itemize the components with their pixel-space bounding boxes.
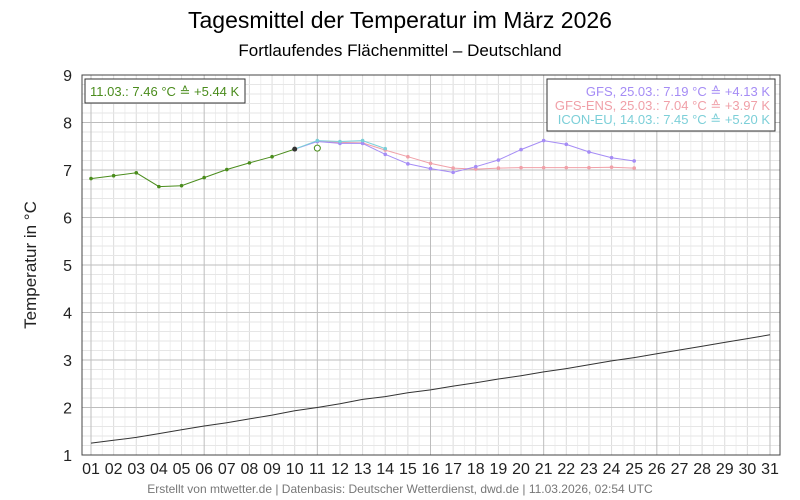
- x-tick-label: 05: [173, 461, 191, 478]
- x-tick-label: 09: [263, 461, 281, 478]
- x-tick-label: 18: [467, 461, 485, 478]
- data-point-observed: [247, 161, 252, 165]
- data-point-gfs: [632, 159, 636, 163]
- legend: GFS, 25.03.: 7.19 °C ≙ +4.13 K GFS-ENS, …: [546, 78, 776, 132]
- x-tick-label: 08: [241, 461, 259, 478]
- x-tick-label: 02: [105, 461, 123, 478]
- y-tick-label: 2: [63, 401, 72, 418]
- x-tick-label: 17: [444, 461, 462, 478]
- series-line-observed: [90, 148, 295, 188]
- data-point-gfs-ens: [609, 165, 614, 169]
- x-tick-label: 30: [738, 461, 756, 478]
- x-tick-label: 27: [671, 461, 689, 478]
- data-point-observed: [202, 175, 206, 180]
- data-point-icon-eu: [383, 146, 388, 151]
- data-point-gfs: [587, 150, 591, 154]
- series-layer: [89, 138, 771, 444]
- plot-frame: [81, 74, 781, 456]
- annotation-text: 11.03.: 7.46 °C ≙ +5.44 K: [90, 84, 240, 99]
- x-tick-label: 11: [309, 461, 326, 478]
- highlight-point: [313, 144, 321, 152]
- legend-frame: [546, 78, 776, 132]
- data-point-gfs-ens: [519, 165, 523, 170]
- chart-title: Tagesmittel der Temperatur im März 2026: [188, 7, 612, 33]
- x-tick-label: 21: [535, 461, 553, 478]
- data-point-icon-eu: [360, 138, 365, 143]
- y-axis-ticks: 1 2 3 4 5 6 7 8 9: [63, 68, 72, 465]
- x-axis-ticks: 01 02 03 04 05 06 07 08 09 10 11 12 13 14 15 16 17 18 19 20…: [82, 461, 779, 478]
- data-point-gfs: [428, 166, 433, 171]
- y-tick-label: 9: [63, 68, 72, 85]
- data-point-gfs: [496, 158, 501, 162]
- data-point-icon-eu: [338, 139, 342, 144]
- annotation-frame: [84, 78, 246, 104]
- series-line-gfs: [294, 140, 635, 173]
- x-tick-label: 06: [195, 461, 213, 478]
- x-tick-label: 03: [127, 461, 145, 478]
- legend-item-gfs: GFS, 25.03.: 7.19 °C ≙ +4.13 K: [586, 84, 770, 99]
- x-tick-label: 29: [716, 461, 734, 478]
- x-tick-label: 20: [512, 461, 530, 478]
- x-tick-label: 12: [331, 461, 349, 478]
- data-point-gfs: [473, 164, 478, 169]
- data-point-icon-eu: [315, 138, 320, 143]
- data-point-gfs-ens: [541, 165, 546, 170]
- x-tick-label: 31: [761, 461, 779, 478]
- data-point-gfs: [360, 141, 365, 146]
- data-point-observed: [134, 171, 139, 175]
- data-point-gfs: [519, 147, 523, 152]
- data-point-gfs-ens: [451, 166, 455, 170]
- x-tick-label: 22: [557, 461, 575, 478]
- data-point-observed: [157, 184, 161, 189]
- x-tick-label: 19: [490, 461, 508, 478]
- data-point-gfs: [451, 170, 455, 175]
- legend-item-gfs-ens: GFS-ENS, 25.03.: 7.04 °C ≙ +3.97 K: [555, 98, 770, 113]
- data-point-observed: [179, 183, 184, 188]
- x-tick-label: 26: [648, 461, 666, 478]
- x-tick-label: 01: [82, 461, 100, 478]
- y-axis-label: Temperatur in °C: [21, 201, 40, 329]
- data-point-gfs: [609, 155, 614, 160]
- x-tick-label: 25: [625, 461, 643, 478]
- x-tick-label: 16: [422, 461, 440, 478]
- x-tick-label: 10: [286, 461, 304, 478]
- data-point-observed: [270, 154, 274, 159]
- x-tick-label: 23: [580, 461, 598, 478]
- y-tick-label: 6: [63, 211, 72, 228]
- data-point-last-observed: [292, 146, 298, 152]
- y-tick-label: 5: [63, 258, 72, 275]
- x-tick-label: 24: [603, 461, 621, 478]
- data-point-observed: [89, 176, 93, 181]
- x-tick-label: 07: [218, 461, 236, 478]
- footer-credit: Erstellt von mtwetter.de | Datenbasis: D…: [147, 482, 653, 496]
- data-point-gfs-ens: [564, 165, 569, 170]
- data-point-gfs-ens: [406, 154, 410, 159]
- x-tick-label: 28: [693, 461, 711, 478]
- x-tick-label: 14: [376, 461, 394, 478]
- y-tick-label: 1: [63, 448, 72, 465]
- data-point-observed: [225, 167, 229, 172]
- chart-subtitle: Fortlaufendes Flächenmittel – Deutschlan…: [238, 41, 561, 60]
- y-tick-label: 8: [63, 116, 72, 133]
- series-line-climate: [90, 334, 771, 444]
- data-point-gfs: [383, 152, 388, 157]
- data-point-gfs-ens: [587, 165, 591, 170]
- data-point-gfs-ens: [632, 166, 636, 170]
- data-point-gfs: [406, 162, 410, 166]
- annotation-box: 11.03.: 7.46 °C ≙ +5.44 K: [84, 78, 246, 104]
- legend-item-icon-eu: ICON-EU, 14.03.: 7.45 °C ≙ +5.20 K: [558, 112, 771, 127]
- y-tick-label: 7: [63, 163, 72, 180]
- x-tick-label: 13: [354, 461, 372, 478]
- data-point-gfs: [564, 142, 569, 147]
- data-point-gfs-ens: [428, 161, 433, 166]
- data-point-observed: [111, 173, 116, 178]
- x-tick-label: 15: [399, 461, 417, 478]
- x-tick-label: 04: [150, 461, 168, 478]
- data-point-gfs: [541, 138, 546, 143]
- y-tick-label: 3: [63, 353, 72, 370]
- y-tick-label: 4: [63, 306, 72, 323]
- data-point-gfs-ens: [496, 166, 501, 170]
